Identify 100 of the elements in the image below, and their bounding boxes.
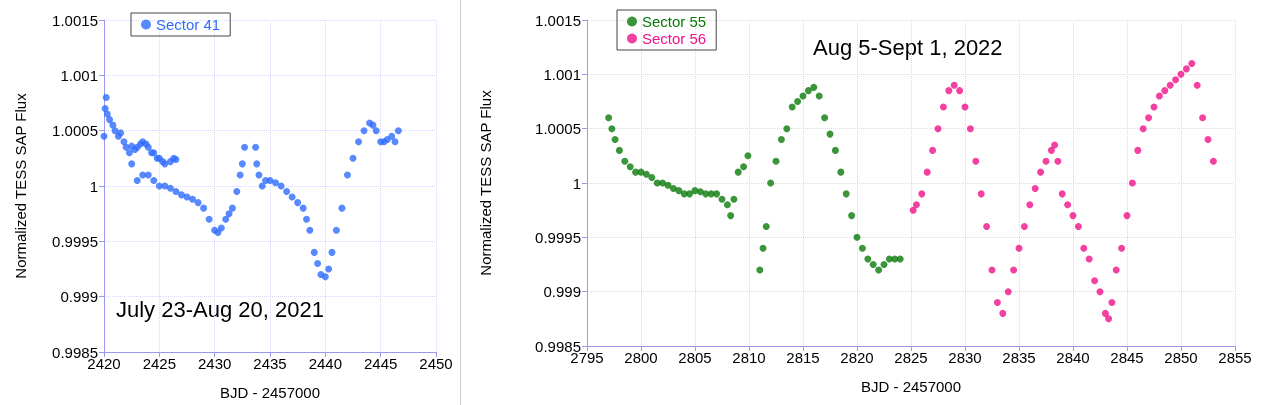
x-tick-label: 2835: [1002, 349, 1036, 366]
point: [1096, 288, 1104, 296]
point: [611, 136, 619, 144]
point: [1177, 70, 1185, 78]
point: [837, 168, 845, 176]
y-tick-label: 1.0015: [535, 11, 581, 29]
y-tick-label: 0.999: [543, 283, 581, 301]
point: [896, 255, 904, 263]
point: [966, 125, 974, 133]
point: [1004, 288, 1012, 296]
y-tick-label: 1.0005: [535, 120, 581, 138]
point: [939, 103, 947, 111]
point: [1188, 59, 1196, 67]
x-tick-label: 2840: [1056, 349, 1090, 366]
y-axis-title: Normalized TESS SAP Flux: [477, 89, 494, 276]
y-tick-label: 1: [89, 177, 98, 195]
y-tick-label: 1.0005: [52, 122, 98, 140]
point: [1139, 125, 1147, 133]
y-axis-title: Normalized TESS SAP Flux: [12, 92, 29, 279]
point: [1134, 146, 1142, 154]
point: [1199, 114, 1207, 122]
point: [918, 190, 926, 198]
point: [853, 233, 861, 241]
point: [621, 157, 629, 165]
point: [767, 179, 775, 187]
point: [875, 266, 883, 274]
point: [669, 184, 677, 192]
point: [1193, 81, 1201, 89]
point: [1020, 222, 1028, 230]
legend-label: Sector 41: [156, 16, 221, 33]
point: [983, 222, 991, 230]
x-tick-label: 2425: [142, 355, 177, 372]
point: [804, 87, 812, 95]
point: [615, 146, 623, 154]
point: [759, 244, 767, 252]
point: [1209, 157, 1217, 165]
point: [1010, 266, 1018, 274]
legend-label: Sector 56: [642, 30, 707, 47]
point: [675, 187, 683, 195]
point: [821, 114, 829, 122]
x-axis-title: BJD - 2457000: [219, 384, 321, 401]
point: [999, 309, 1007, 317]
point: [696, 188, 704, 196]
point: [1047, 146, 1055, 154]
point: [945, 87, 953, 95]
point: [842, 190, 850, 198]
annotation: July 23-Aug 20, 2021: [116, 296, 324, 322]
y-tick-label: 0.9995: [535, 228, 581, 246]
point: [772, 157, 780, 165]
point: [1145, 114, 1153, 122]
point: [1054, 157, 1062, 165]
point: [1182, 65, 1190, 73]
point: [783, 125, 791, 133]
point: [744, 152, 752, 160]
point: [1118, 244, 1126, 252]
y-tick-label: 1.0015: [52, 11, 98, 29]
x-tick-label: 2440: [308, 355, 343, 372]
point: [777, 136, 785, 144]
point: [1085, 255, 1093, 263]
point: [1128, 179, 1136, 187]
point: [950, 81, 958, 89]
point: [810, 83, 818, 91]
point: [718, 195, 726, 203]
point: [956, 87, 964, 95]
point: [1123, 212, 1131, 220]
point: [734, 168, 742, 176]
point: [723, 201, 731, 209]
point: [831, 146, 839, 154]
x-tick-label: 2845: [1110, 349, 1144, 366]
point: [912, 201, 920, 209]
point: [923, 168, 931, 176]
point: [1031, 184, 1039, 192]
y-tick-label: 1: [572, 174, 581, 192]
point: [788, 103, 796, 111]
point: [1204, 136, 1212, 144]
point: [626, 163, 634, 171]
x-axis-title: BJD - 2457000: [860, 378, 962, 395]
point: [977, 190, 985, 198]
x-tick-label: 2430: [197, 355, 232, 372]
point: [727, 212, 735, 220]
point: [1058, 190, 1066, 198]
point: [1074, 222, 1082, 230]
point: [1069, 212, 1077, 220]
point: [756, 266, 764, 274]
point: [794, 98, 802, 105]
point: [648, 174, 656, 182]
x-tick-label: 2825: [894, 349, 928, 366]
point: [1166, 81, 1174, 89]
point: [1080, 244, 1088, 252]
point: [864, 255, 872, 263]
point: [1026, 201, 1034, 209]
y-tick-label: 0.9995: [52, 232, 98, 250]
x-tick-label: 2815: [786, 349, 820, 366]
point: [642, 170, 650, 178]
point: [929, 146, 937, 154]
point: [1015, 244, 1023, 252]
y-tick-label: 1.001: [543, 65, 581, 83]
point: [993, 299, 1001, 307]
point: [686, 190, 694, 198]
x-tick-label: 2805: [678, 349, 712, 366]
